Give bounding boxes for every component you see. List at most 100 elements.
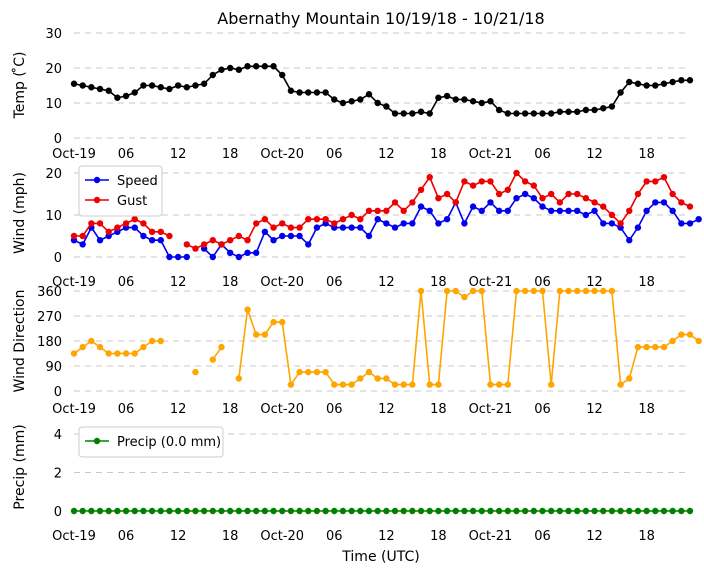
wind-data-point [96,237,104,244]
direction-data-point [357,375,364,382]
precip-data-point [140,507,147,515]
wind-data-point [200,241,208,248]
direction-data-point [469,287,477,295]
temp-data-point [521,110,529,117]
precip-data-point [166,507,173,515]
wind-data-point [244,237,251,244]
wind-data-point [600,220,607,227]
temp-data-point [409,110,416,117]
direction-data-point [608,287,616,295]
wind-data-point [582,195,590,202]
direction-data-point [131,350,138,357]
wind-data-point [140,220,147,227]
wind-data-point [686,220,694,227]
precip-data-point [660,507,668,515]
direction-data-point [305,368,312,376]
wind-data-point [565,190,572,198]
wind-data-point [313,224,321,231]
wind-data-point [105,228,112,235]
temp-data-point [686,77,694,84]
wind-data-point [626,207,633,214]
wind-data-point [409,220,416,227]
wind-data-point [365,207,373,214]
precip-data-point [417,507,425,515]
temp-data-point [617,89,624,96]
precip-data-point [296,507,303,515]
wind-data-point [331,220,338,227]
temp-data-point [643,82,650,89]
precip-data-point [678,507,685,515]
wind-data-point [174,253,182,261]
wind-data-point [547,190,555,198]
temp-x-tick-label: Oct-21 [469,147,513,162]
precip-x-tick-label: 12 [586,529,603,544]
wind-data-point [313,216,321,223]
direction-data-point [626,375,633,382]
temp-y-tick-label: 20 [45,62,62,77]
wind-legend-marker [93,196,101,204]
precip-data-point [556,507,564,515]
wind-data-point [357,216,364,223]
wind-data-point [495,190,503,198]
wind-data-point [226,237,234,244]
temp-data-point [678,77,685,84]
direction-data-point [409,381,416,388]
precip-data-point [105,507,112,515]
wind-data-point [157,228,164,235]
direction-data-point [192,368,199,376]
direction-data-point [417,287,425,295]
temp-data-point [452,96,459,103]
wind-x-tick-label: Oct-19 [52,275,96,290]
direction-x-tick-label: 12 [170,402,187,417]
temp-data-point [530,110,538,117]
wind-data-point [565,207,572,214]
direction-x-tick-label: 06 [326,402,343,417]
direction-x-tick-label: 06 [118,402,135,417]
direction-data-point [218,343,225,351]
precip-x-tick-label: 06 [534,529,551,544]
precip-x-tick-label: Oct-21 [469,529,513,544]
temp-data-point [417,108,425,115]
direction-data-point [287,381,295,388]
wind-data-point [504,207,512,214]
precip-data-point [400,507,407,515]
wind-data-point [252,220,260,227]
precip-x-tick-label: 06 [118,529,135,544]
temp-data-point [305,89,312,96]
wind-data-point [556,207,564,214]
wind-data-point [409,199,416,206]
wind-data-point [252,249,260,256]
precip-data-point [331,507,338,515]
precip-data-point [122,507,130,515]
temp-data-point [574,108,581,115]
temp-data-point [383,103,390,110]
wind-data-point [122,220,130,227]
temp-x-tick-label: 06 [534,147,551,162]
precip-data-point [409,507,416,515]
temp-data-point [591,106,598,114]
precip-data-point [426,507,433,515]
temp-data-point [218,66,225,73]
temp-data-point [331,96,338,103]
temp-data-point [374,99,381,107]
wind-data-point [504,186,512,193]
direction-data-point [530,287,538,295]
precip-x-tick-label: 12 [378,529,395,544]
direction-data-point [678,331,685,338]
wind-data-point [556,199,564,206]
wind-data-point [270,224,277,231]
direction-x-tick-label: 12 [586,402,603,417]
wind-data-point [391,199,399,206]
direction-data-point [556,287,564,295]
temp-data-point [357,96,364,103]
wind-data-point [686,203,694,210]
temp-data-point [660,80,668,87]
wind-data-point [235,232,243,240]
direction-y-tick-label: 90 [45,360,62,375]
direction-data-point [244,306,251,313]
precip-x-tick-label: 18 [222,529,239,544]
precip-data-point [192,507,199,515]
wind-data-point [487,178,494,185]
wind-x-tick-label: 12 [170,275,187,290]
wind-data-point [140,232,147,240]
